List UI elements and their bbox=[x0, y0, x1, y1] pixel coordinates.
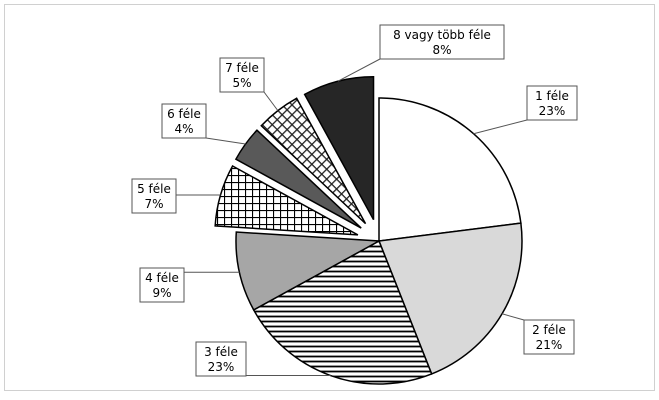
data-label-box bbox=[379, 24, 505, 60]
data-label-box bbox=[195, 341, 247, 377]
leader-line bbox=[263, 91, 279, 111]
data-label-box bbox=[523, 319, 575, 355]
data-label-category: 1 féle bbox=[535, 89, 569, 103]
leader-lines bbox=[176, 58, 528, 377]
pie-slice bbox=[378, 97, 522, 242]
data-label-category: 2 féle bbox=[532, 323, 566, 337]
data-label-value: 9% bbox=[152, 286, 171, 300]
pie-slice bbox=[252, 239, 433, 385]
data-label-value: 21% bbox=[536, 338, 563, 352]
data-label-box bbox=[219, 57, 265, 93]
pie-slice bbox=[377, 222, 523, 375]
data-label-category: 8 vagy több féle bbox=[393, 28, 491, 42]
data-label-value: 7% bbox=[144, 197, 163, 211]
data-label-box bbox=[526, 85, 578, 121]
data-label-value: 5% bbox=[232, 76, 251, 90]
data-label-box bbox=[131, 178, 177, 214]
leader-line bbox=[501, 313, 525, 321]
pie-slice bbox=[260, 97, 367, 225]
leader-line bbox=[473, 119, 528, 135]
data-label-value: 23% bbox=[208, 360, 235, 374]
leader-line bbox=[337, 58, 381, 82]
data-label-category: 7 féle bbox=[225, 61, 259, 75]
pie-slice bbox=[214, 164, 359, 236]
pie-slice bbox=[234, 129, 362, 229]
data-label-value: 8% bbox=[432, 43, 451, 57]
data-label-category: 4 féle bbox=[145, 271, 179, 285]
data-label-box bbox=[139, 267, 185, 303]
pie-slice bbox=[235, 231, 382, 311]
data-label-box bbox=[161, 103, 207, 139]
data-label-category: 6 féle bbox=[167, 107, 201, 121]
data-label-category: 3 féle bbox=[204, 345, 238, 359]
data-label-value: 4% bbox=[174, 122, 193, 136]
data-label-category: 5 féle bbox=[137, 182, 171, 196]
leader-line bbox=[205, 137, 246, 145]
data-label-value: 23% bbox=[539, 104, 566, 118]
pie-slices bbox=[214, 75, 523, 385]
